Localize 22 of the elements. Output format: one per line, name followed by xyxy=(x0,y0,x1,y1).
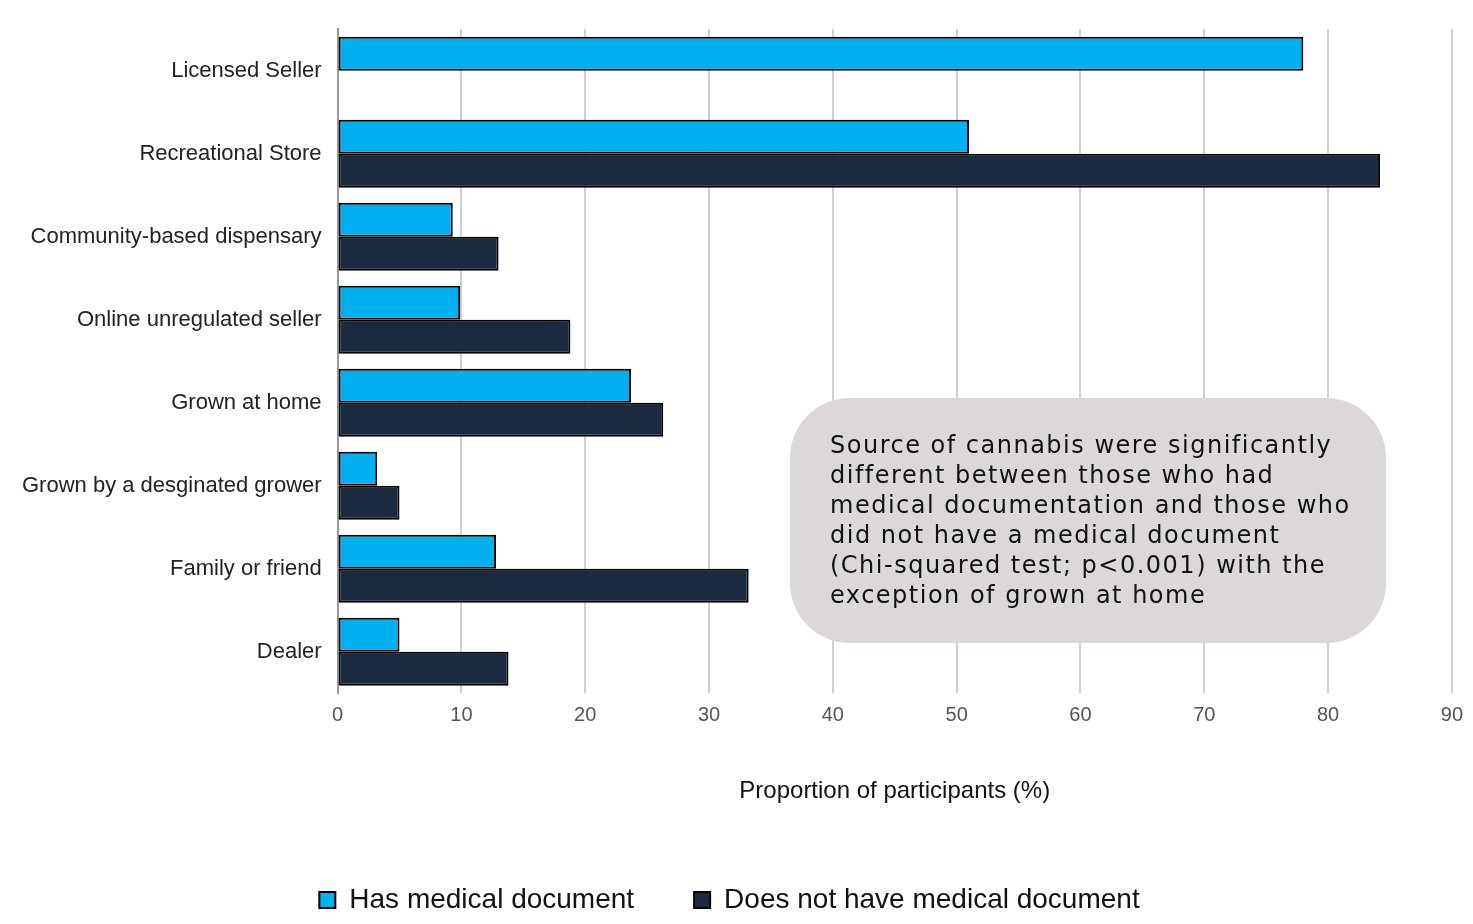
y-tick-label: Licensed Seller xyxy=(171,56,322,82)
y-tick-label: Community-based dispensary xyxy=(30,222,322,248)
x-tick-label: 60 xyxy=(1069,702,1092,725)
x-tick-label: 0 xyxy=(332,702,344,725)
x-tick-label: 70 xyxy=(1193,702,1216,725)
y-tick-label: Grown at home xyxy=(171,388,322,414)
legend-label: Has medical document xyxy=(349,882,635,914)
legend-label: Does not have medical document xyxy=(724,882,1140,914)
annotation: Source of cannabis were significantly different between those who had medical documentation and those who did not have a medical document (Chi-squared test; p<0.001) with the exception of grown at home xyxy=(830,430,1351,610)
y-tick-label: Recreational Store xyxy=(139,139,322,165)
x-tick-label: 30 xyxy=(697,702,721,725)
x-tick-label: 10 xyxy=(450,702,473,725)
x-tick-label: 40 xyxy=(821,702,844,725)
x-axis-title: Proportion of participants (%) xyxy=(739,776,1051,804)
x-tick-label: 90 xyxy=(1440,702,1463,725)
y-tick-label: Grown by a desginated grower xyxy=(21,471,322,497)
y-tick-label: Dealer xyxy=(256,637,322,663)
x-tick-label: 80 xyxy=(1316,702,1340,725)
y-tick-label: Family or friend xyxy=(170,554,322,580)
y-tick-label: Online unregulated seller xyxy=(77,305,322,331)
x-tick-label: 50 xyxy=(945,702,968,725)
x-tick-label: 20 xyxy=(574,702,597,725)
